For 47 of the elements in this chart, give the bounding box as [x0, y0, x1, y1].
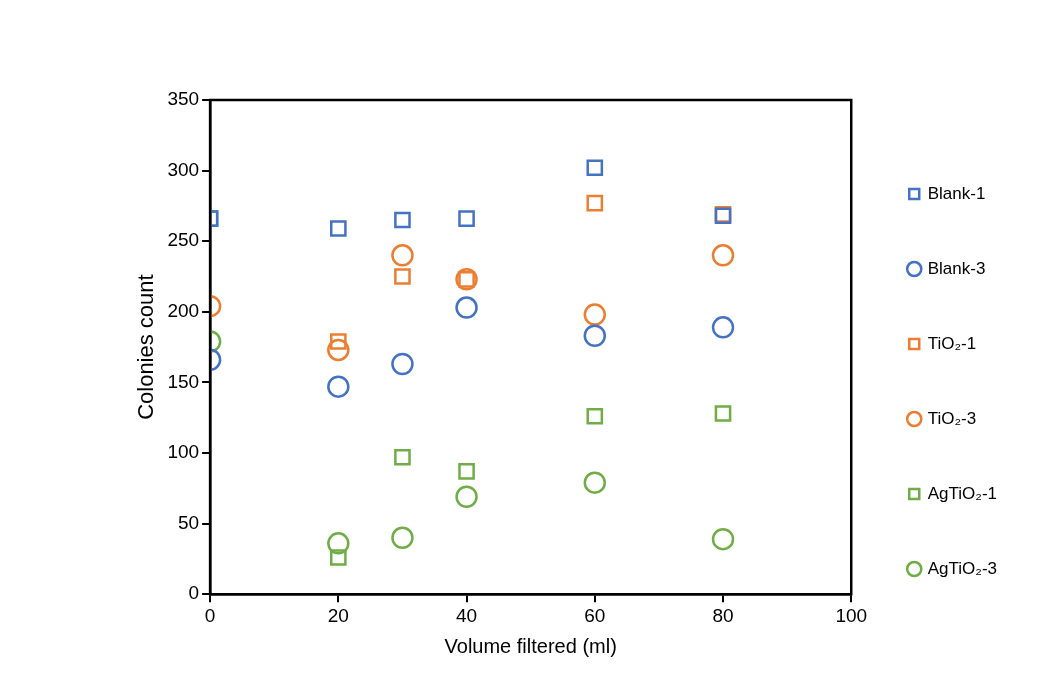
point — [583, 324, 607, 348]
y-tick-label: 100 — [167, 441, 200, 463]
point — [327, 532, 350, 555]
point — [586, 159, 604, 177]
legend-label: TiO₂-3 — [927, 408, 977, 428]
legend-label: Blank-3 — [927, 258, 986, 278]
point — [458, 463, 475, 480]
point — [458, 210, 475, 227]
x-tick-label: 20 — [327, 604, 349, 626]
y-axis-title: Colonies count — [133, 274, 159, 420]
point — [586, 407, 604, 425]
point — [391, 244, 414, 267]
point — [394, 211, 411, 229]
point — [327, 338, 350, 362]
x-axis-title: Volume filtered (ml) — [444, 634, 617, 657]
legend-label: TiO₂-1 — [927, 333, 977, 353]
y-tick-label: 250 — [167, 229, 200, 251]
point — [583, 303, 607, 326]
y-tick-label: 150 — [167, 370, 200, 392]
legend-label: AgTiO₂-1 — [927, 483, 997, 503]
point — [711, 527, 735, 551]
legend-label: AgTiO₂-3 — [927, 558, 997, 578]
y-tick-label: 300 — [167, 158, 200, 180]
point — [327, 375, 350, 398]
point — [391, 352, 414, 376]
point — [586, 194, 604, 212]
point — [583, 471, 607, 494]
point — [394, 268, 411, 285]
x-tick-label: 80 — [712, 604, 734, 626]
point — [711, 316, 735, 339]
y-tick-label: 200 — [167, 300, 200, 322]
point — [455, 296, 478, 319]
point — [711, 244, 735, 267]
y-tick-label: 350 — [167, 88, 200, 110]
x-tick-label: 40 — [455, 604, 478, 626]
point — [714, 405, 732, 422]
x-tick-label: 0 — [204, 604, 216, 626]
point — [394, 448, 411, 466]
point — [391, 526, 414, 549]
point — [330, 549, 347, 566]
y-tick-label: 50 — [177, 511, 200, 533]
point — [455, 485, 478, 509]
point — [330, 220, 347, 237]
y-tick-label: 0 — [188, 582, 200, 604]
x-tick-label: 100 — [835, 604, 868, 626]
x-tick-label: 60 — [584, 604, 606, 626]
legend-label: Blank-1 — [927, 183, 986, 203]
